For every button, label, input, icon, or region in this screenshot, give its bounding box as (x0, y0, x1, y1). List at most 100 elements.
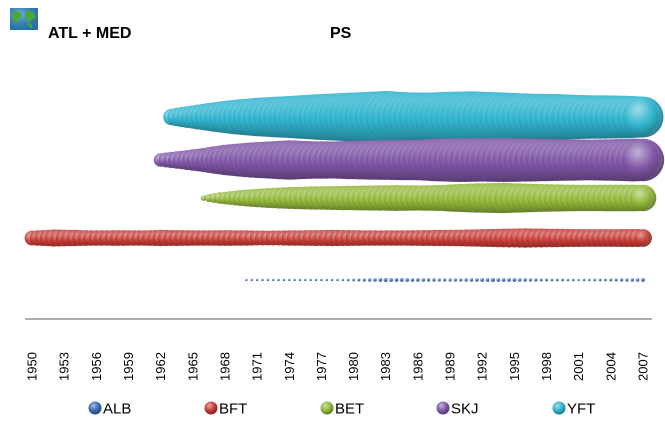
bubble-alb (572, 278, 575, 282)
bubble-bft (634, 229, 652, 247)
bubble-alb (320, 278, 323, 282)
bubble-alb (517, 278, 522, 282)
x-tick-label: 1989 (443, 352, 458, 381)
x-tick-label: 2001 (571, 352, 586, 381)
series-alb (245, 278, 645, 282)
bubble-alb (598, 278, 602, 282)
bubble-alb (362, 278, 366, 282)
bubble-alb (373, 278, 377, 282)
bubble-alb (277, 278, 280, 282)
bubble-alb (250, 278, 253, 282)
bubble-alb (261, 278, 264, 282)
bubble-alb (480, 278, 485, 282)
globe-icon-land-south (28, 23, 33, 28)
legend: ALB BFT BET SKJ YFT (88, 401, 595, 418)
bubble-alb (336, 278, 339, 282)
bubble-alb (459, 278, 463, 282)
legend-marker-alb (88, 401, 102, 415)
globe-icon-land-east (25, 10, 36, 23)
x-tick-label: 1992 (475, 352, 490, 381)
bubble-alb (405, 278, 410, 282)
bubble-alb (346, 278, 350, 282)
x-tick-label: 1953 (57, 352, 72, 381)
legend-label: ALB (103, 401, 131, 418)
legend-marker-bft (204, 401, 218, 415)
globe-icon-land-west (12, 11, 22, 24)
bubble-alb (490, 278, 495, 282)
legend-label: YFT (567, 401, 595, 418)
bubble-alb (330, 278, 334, 282)
legend-item-bet: BET (320, 401, 364, 418)
bubble-alb (469, 278, 474, 282)
x-tick-label: 1995 (507, 352, 522, 381)
series-bft (24, 228, 652, 248)
x-tick-label: 1956 (89, 352, 104, 381)
legend-item-bft: BFT (204, 401, 247, 418)
bubble-alb (416, 278, 420, 282)
bubble-alb (432, 278, 436, 282)
chart-title: PS (330, 25, 352, 42)
bubble-alb (394, 278, 399, 282)
bubble-alb (501, 278, 506, 282)
bubble-alb (528, 278, 533, 282)
x-tick-label: 2007 (636, 352, 651, 381)
bubble-alb (352, 278, 355, 282)
x-tick-label: 1980 (346, 352, 361, 381)
bubble-bet (629, 184, 657, 212)
x-tick-label: 1971 (250, 352, 265, 381)
bubble-alb (625, 278, 629, 282)
region-label: ATL + MED (48, 25, 131, 42)
legend-item-yft: YFT (552, 401, 595, 418)
bubble-alb (389, 278, 393, 282)
bubble-alb (464, 278, 468, 282)
bubble-alb (309, 278, 312, 282)
bubble-alb (378, 278, 383, 282)
bubble-alb (539, 278, 543, 282)
bubble-yft (622, 96, 664, 138)
bubble-alb (485, 278, 490, 282)
legend-marker-bet (320, 401, 334, 415)
bubble-alb (496, 278, 501, 282)
bubble-alb (604, 278, 607, 282)
bubble-alb (421, 278, 426, 282)
legend-label: BFT (219, 401, 247, 418)
bubble-alb (298, 278, 302, 282)
bubble-alb (561, 278, 564, 282)
bubble-alb (523, 278, 527, 282)
bubble-alb (555, 278, 559, 282)
bubble-alb (550, 278, 554, 282)
bubble-alb (288, 278, 291, 282)
x-tick-label: 1959 (121, 352, 136, 381)
bubble-alb (437, 278, 441, 282)
x-tick-label: 2004 (603, 352, 618, 381)
bubble-alb (566, 278, 570, 282)
legend-label: SKJ (451, 401, 479, 418)
bubble-alb (512, 278, 517, 282)
bubble-alb (245, 278, 248, 282)
bubble-bet (200, 195, 207, 201)
x-tick-label: 1998 (539, 352, 554, 381)
legend-item-skj: SKJ (436, 401, 479, 418)
bubble-alb (577, 278, 580, 282)
bubble-alb (588, 278, 591, 282)
bubble-alb (630, 278, 634, 282)
series-yft (163, 91, 664, 143)
legend-marker-skj (436, 401, 450, 415)
legend-item-alb: ALB (88, 401, 131, 418)
bubble-alb (399, 278, 404, 282)
bubble-alb (609, 278, 613, 282)
bubble-alb (266, 278, 269, 282)
bubble-alb (357, 278, 361, 282)
bubble-alb (304, 278, 307, 282)
bubble-alb (582, 278, 586, 282)
series-bet (200, 182, 657, 214)
x-tick-label: 1977 (314, 352, 329, 381)
legend-label: BET (335, 401, 364, 418)
bubble-alb (534, 278, 538, 282)
x-tick-label: 1950 (25, 352, 40, 381)
bubble-alb (383, 278, 388, 282)
bubble-alb (272, 278, 275, 282)
x-tick-label: 1974 (282, 352, 297, 381)
bubble-alb (593, 278, 597, 282)
bubble-alb (255, 278, 259, 282)
